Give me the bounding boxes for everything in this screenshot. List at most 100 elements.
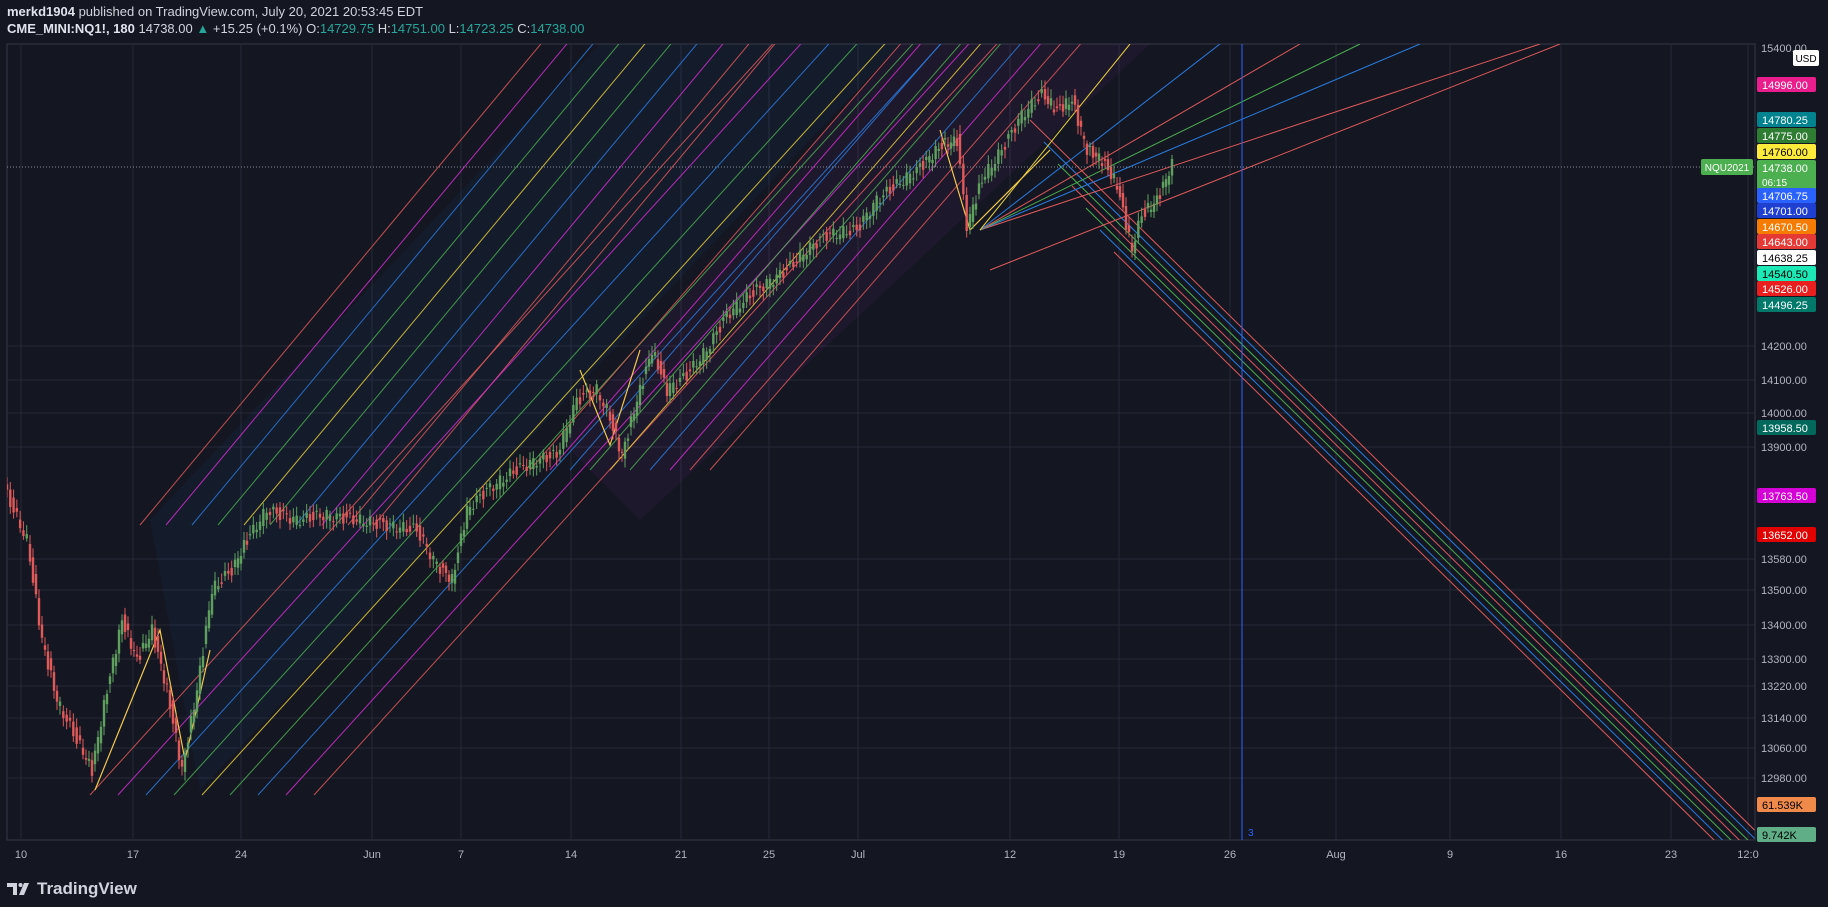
candle [201, 647, 205, 673]
candle [1127, 216, 1131, 238]
trendline[interactable] [89, 0, 990, 796]
candle [1088, 142, 1092, 156]
time-axis[interactable]: 10 17 24 Jun 7 14 21 25 Jul 12 19 26 Aug 9 16 23 12:0 [15, 849, 1759, 861]
price-tick-label: 14100.00 [1761, 375, 1807, 387]
trendline[interactable] [569, 0, 1070, 471]
trendline[interactable] [347, 0, 1048, 526]
trendline[interactable] [979, 44, 1421, 231]
chart-canvas[interactable]: 3 15400.00 USD 14200.0014100.0014000.001… [0, 0, 1828, 870]
candle [855, 216, 858, 237]
trendline[interactable] [191, 0, 892, 526]
candle [828, 226, 832, 242]
trendline[interactable] [609, 0, 1110, 471]
candle [34, 565, 38, 599]
candle [189, 709, 193, 741]
trendline[interactable] [165, 0, 866, 526]
trendline[interactable] [1057, 163, 1760, 852]
candle [315, 504, 318, 520]
trendline[interactable] [979, 44, 1301, 231]
published-text: published on TradingView.com, July 20, 2… [78, 4, 424, 19]
trendline[interactable] [549, 0, 1050, 471]
candle [512, 461, 515, 479]
symbol-tag: NQU2021 [1701, 159, 1753, 175]
price-tag: 14738.00 06:15 [1757, 160, 1816, 190]
open-value: 14729.75 [319, 21, 375, 36]
trendline[interactable] [629, 0, 1130, 471]
trendline[interactable] [1099, 229, 1760, 870]
candle [65, 707, 68, 730]
trendline[interactable] [217, 0, 918, 526]
trendline[interactable] [313, 0, 1214, 796]
candle [1146, 194, 1150, 213]
publisher-name[interactable]: merkd1904 [7, 4, 75, 19]
candle [52, 665, 56, 699]
time-tick-label: 23 [1665, 849, 1677, 861]
trendline[interactable] [145, 0, 1046, 796]
candle [368, 509, 372, 534]
trendline[interactable] [979, 44, 1131, 231]
trendline-drawings[interactable] [89, 0, 1760, 870]
trendline[interactable] [589, 0, 1090, 471]
candle [1130, 234, 1134, 258]
trendline[interactable] [709, 0, 1210, 471]
brand-logo[interactable]: TradingView [7, 879, 137, 899]
candle [585, 383, 588, 398]
candle [987, 155, 990, 184]
trendline[interactable] [173, 0, 1074, 796]
candle [129, 630, 133, 656]
trendline[interactable] [1113, 251, 1760, 870]
trendline[interactable] [321, 0, 1022, 526]
candle [1046, 87, 1050, 109]
price-axis[interactable]: 15400.00 USD 14200.0014100.0014000.00139… [1761, 43, 1819, 785]
candle [582, 384, 585, 401]
channel-fill [150, 44, 900, 790]
candle [472, 500, 475, 516]
trendline[interactable] [269, 0, 970, 526]
candle [352, 506, 355, 528]
low-value: 14723.25 [459, 21, 514, 36]
candle [672, 374, 675, 399]
candle [180, 755, 184, 776]
candle [892, 175, 895, 197]
trendline[interactable] [979, 44, 1221, 231]
trendline[interactable] [1071, 185, 1760, 860]
candle [705, 347, 708, 369]
trendline[interactable] [979, 44, 1541, 231]
candle [532, 451, 535, 477]
trendline[interactable] [243, 0, 944, 526]
trendline[interactable] [689, 0, 1190, 471]
candle [968, 206, 972, 235]
trendline[interactable] [201, 0, 1102, 796]
trendline[interactable] [989, 44, 1561, 271]
candle [902, 175, 905, 190]
time-tick-label: Jun [363, 849, 381, 861]
trendline[interactable] [669, 0, 1170, 471]
trendline[interactable] [1029, 119, 1760, 835]
trendline[interactable] [529, 0, 1030, 471]
price-tag: 14760.00 [1757, 144, 1816, 159]
candle [865, 207, 868, 229]
candle [358, 505, 362, 529]
candle [12, 489, 15, 519]
candle [335, 507, 338, 528]
candle [698, 354, 702, 375]
candle [1082, 131, 1086, 148]
trendline[interactable] [295, 0, 996, 526]
candle [123, 607, 127, 640]
plot-area[interactable] [6, 43, 1756, 841]
trendline[interactable] [257, 0, 1158, 796]
trendline[interactable] [1085, 207, 1760, 869]
price-tag: 14526.00 [1757, 281, 1816, 296]
candle [668, 375, 672, 403]
candle [752, 283, 755, 305]
trendline[interactable] [139, 0, 840, 526]
trendline[interactable] [285, 0, 1186, 796]
trendline[interactable] [117, 0, 1018, 796]
candle [213, 571, 217, 600]
trendline[interactable] [1043, 141, 1760, 844]
price-tick-label: 13060.00 [1761, 743, 1807, 755]
symbol-name[interactable]: CME_MINI:NQ1!, 180 [7, 21, 135, 36]
trendline[interactable] [229, 0, 1130, 796]
candle [495, 479, 498, 499]
trendline[interactable] [979, 44, 1361, 231]
